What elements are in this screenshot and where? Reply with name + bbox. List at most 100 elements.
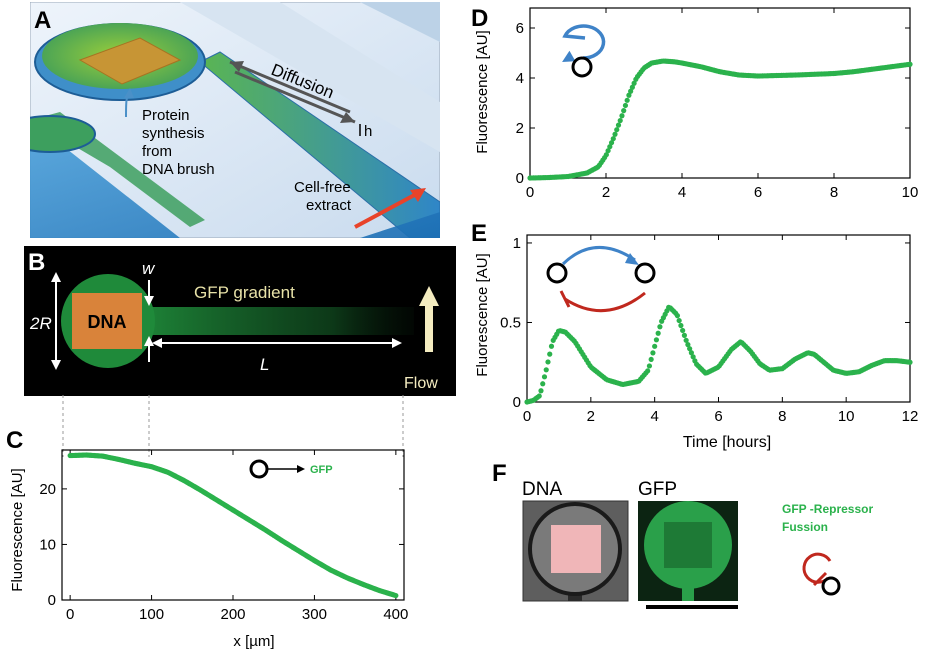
data-point — [603, 152, 609, 158]
panel-d-axes-frame — [529, 7, 911, 179]
y-tick-label: 0.5 — [500, 314, 521, 331]
top-lane — [180, 2, 440, 152]
data-point — [685, 342, 691, 348]
fusion-text-line-2: Fussion — [782, 520, 828, 534]
data-point — [657, 324, 663, 330]
protein-line-3: from — [142, 143, 172, 160]
data-point — [621, 108, 627, 114]
x-tick-label: 400 — [383, 606, 408, 623]
x-tick-label: 300 — [302, 606, 327, 623]
panel-b-label: B — [28, 249, 45, 276]
x-tick-label: 8 — [778, 408, 786, 425]
diffusion-arrow-bottom — [234, 70, 356, 124]
panel-c-series — [67, 452, 399, 599]
flow-arrow-shaft — [425, 304, 433, 352]
y-tick-label: 1 — [513, 235, 521, 252]
data-point — [545, 359, 551, 365]
data-point — [687, 346, 693, 352]
repression-arc — [564, 291, 646, 313]
x-tick-label: 6 — [714, 408, 722, 425]
fusion-text-line-1: GFP -Repressor — [782, 502, 873, 516]
gfp-gradient-label: GFP gradient — [194, 283, 295, 302]
protein-line-1: Protein — [142, 107, 190, 124]
x-tick-label: 10 — [902, 184, 919, 201]
dna-brush-pad — [78, 37, 182, 85]
data-point — [907, 61, 913, 67]
x-tick-label: 0 — [526, 184, 534, 201]
gfp-gradient-channel — [144, 307, 414, 335]
fusion-repressor-icon — [802, 552, 841, 596]
data-point — [617, 117, 623, 124]
data-point — [648, 356, 654, 363]
diffusion-arrow-top — [229, 60, 351, 114]
x-tick-label: 2 — [602, 184, 610, 201]
data-point — [628, 88, 634, 94]
data-point — [678, 322, 684, 329]
x-tick-label: 2 — [587, 408, 595, 425]
dna-image-title: DNA — [522, 479, 562, 500]
data-point — [624, 97, 630, 103]
flow-region — [30, 120, 440, 238]
repression-bar — [559, 290, 571, 308]
y-tick-label: 0 — [48, 592, 56, 609]
data-point — [626, 92, 632, 98]
dna-square — [72, 293, 142, 349]
autoloop-gene-circle — [571, 56, 593, 78]
data-point — [645, 368, 651, 374]
data-point — [540, 381, 546, 387]
panel-c-ylabel: Fluorescence [AU] — [9, 468, 26, 591]
panel-e-axes-frame — [526, 234, 911, 403]
data-point — [655, 330, 661, 336]
panel-d-autoloop-icon — [562, 24, 606, 78]
data-point — [629, 84, 635, 90]
fusion-bar — [812, 571, 828, 587]
w-label: w — [142, 259, 156, 278]
l-label: L — [260, 355, 269, 374]
panel-b-micrograph: DNA 2R w GFP gradient L Flow B — [24, 246, 456, 396]
autoloop-arc — [562, 24, 606, 60]
x-tick-label: 0 — [523, 408, 531, 425]
panel-e-oscillator-icon — [546, 246, 656, 313]
x-tick-label: 4 — [678, 184, 686, 201]
x-tick-label: 6 — [754, 184, 762, 201]
data-point — [608, 140, 615, 146]
y-tick-label: 0 — [516, 170, 524, 187]
data-point — [607, 144, 613, 150]
panel-c-xlabel: x [µm] — [233, 633, 274, 650]
panel-c-chart: C Fluorescence [AU] x [µm] GFP 0 100 200 30… — [6, 427, 408, 650]
data-point — [688, 350, 694, 356]
data-point — [536, 393, 542, 399]
y-tick-label: 4 — [516, 70, 524, 87]
panel-d-chart: D Fluorescence [AU] 0 2 4 6 8 10 0 2 4 6 — [471, 5, 919, 201]
flow-arrow-head — [419, 286, 439, 306]
top-right-channel — [360, 2, 440, 42]
data-point — [676, 317, 682, 324]
gfp-micrograph — [638, 501, 738, 601]
data-point — [612, 131, 618, 137]
dna-micrograph — [522, 500, 629, 602]
panel-d-ylabel: Fluorescence [AU] — [474, 30, 491, 153]
panel-e-ylabel: Fluorescence [AU] — [474, 253, 491, 376]
panel-c-label: C — [6, 427, 23, 454]
panel-e-label: E — [471, 220, 487, 247]
x-tick-label: 8 — [830, 184, 838, 201]
x-tick-label: 4 — [650, 408, 658, 425]
x-tick-label: 10 — [838, 408, 855, 425]
x-tick-label: 12 — [902, 408, 919, 425]
data-point — [653, 337, 660, 343]
h-label: h — [364, 123, 372, 140]
panel-f-label: F — [492, 460, 507, 487]
upper-channel — [199, 51, 440, 238]
data-point — [690, 354, 696, 360]
data-point — [622, 102, 629, 109]
y-tick-label: 20 — [39, 481, 56, 498]
activation-arrow — [561, 246, 636, 266]
legend-gfp-text: GFP — [310, 464, 333, 476]
protein-line-2: synthesis — [142, 125, 205, 142]
panel-a-label: A — [34, 7, 51, 34]
panel-d-series — [527, 58, 913, 181]
data-point — [393, 592, 399, 599]
oscillator-gene-1 — [546, 262, 568, 284]
data-point — [541, 374, 548, 380]
panel-a-schematic: Diffusion Protein synthesis from DNA bru… — [30, 2, 440, 238]
